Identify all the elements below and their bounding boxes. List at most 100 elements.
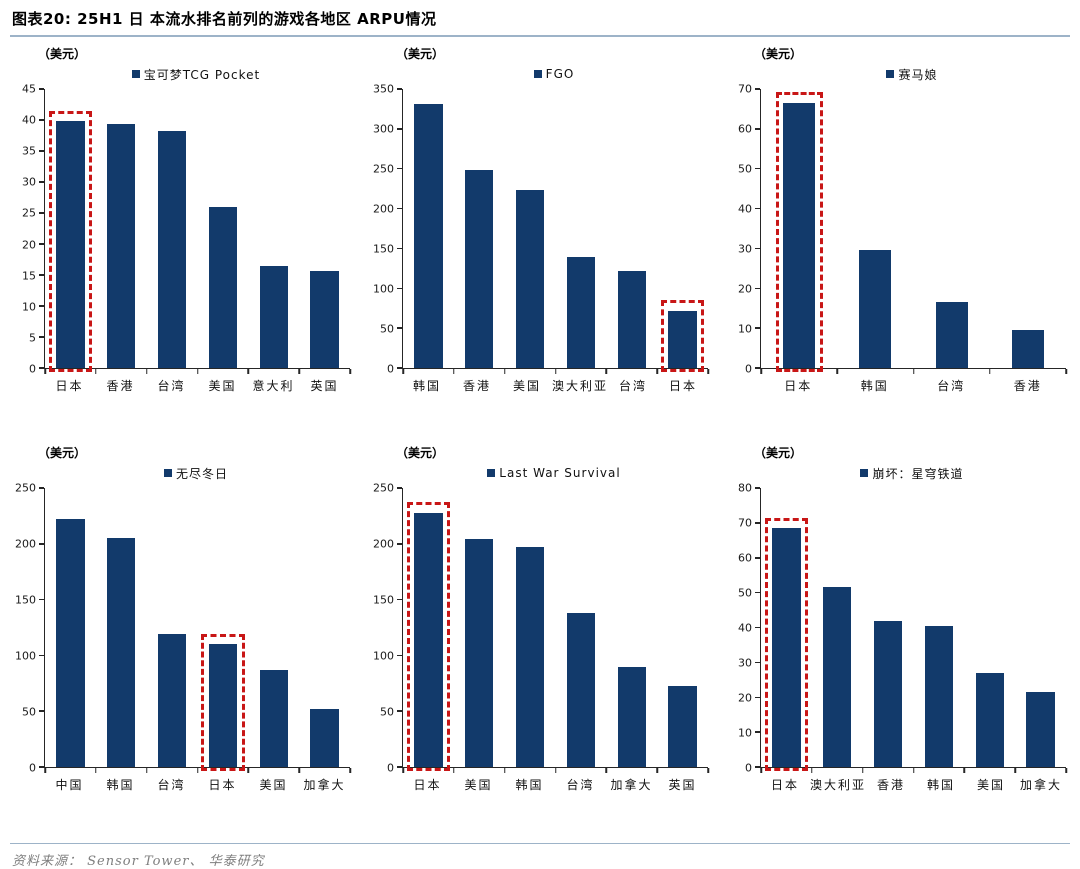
bar: [259, 265, 288, 368]
y-tick-label: 0: [387, 362, 394, 376]
y-tick-mark: [39, 181, 44, 183]
y-tick-label: 45: [22, 82, 36, 96]
y-tick-mark: [755, 88, 760, 90]
x-tick-label: 意大利: [252, 379, 295, 393]
y-tick-mark: [755, 696, 760, 698]
y-tick-label: 250: [373, 162, 394, 176]
chart-fgo: （美元） FGO 0 50 100 150 200 250 300 350 韩国 香港 美国 澳大利亚 台湾…: [368, 43, 712, 442]
y-tick-mark: [755, 367, 760, 369]
x-tick-label: 澳大利亚: [810, 778, 867, 792]
y-tick-label: 150: [373, 593, 394, 607]
y-tick-label: 15: [22, 269, 36, 283]
x-tick-label: 韩国: [860, 379, 889, 393]
y-tick-label: 0: [29, 362, 36, 376]
y-tick-mark: [755, 287, 760, 290]
legend-label: 无尽冬日: [175, 466, 228, 481]
y-tick-label: 70: [738, 82, 752, 96]
y-tick-mark: [755, 522, 760, 524]
bar: [617, 666, 646, 767]
x-tick-mark: [145, 369, 148, 374]
y-tick-label: 50: [22, 705, 36, 719]
x-tick-mark: [989, 369, 991, 374]
bar: [859, 250, 892, 368]
plot-area: [755, 487, 1067, 773]
y-tick-mark: [755, 766, 760, 768]
plot: 0 50 100 150 200 250: [12, 482, 351, 775]
plot-area: [39, 88, 351, 374]
x-tick-label: 日本: [55, 379, 84, 393]
bar: [873, 620, 903, 767]
y-tick-mark: [755, 626, 760, 629]
y-tick-label: 200: [15, 537, 36, 551]
y-tick-mark: [755, 327, 760, 329]
x-tick-mark: [554, 768, 557, 773]
y-tick-label: 50: [380, 322, 394, 336]
y-tick-mark: [755, 128, 760, 130]
bar: [208, 644, 238, 767]
x-tick-mark: [247, 369, 250, 374]
bar: [1011, 330, 1044, 368]
bar: [465, 170, 494, 368]
highlight-box: [201, 633, 245, 771]
y-tick-label: 30: [22, 175, 36, 189]
bar: [975, 672, 1004, 767]
y-tick-mark: [397, 598, 402, 601]
y-tick-mark: [755, 591, 760, 594]
y-tick-label: 0: [29, 761, 36, 775]
bar: [1026, 692, 1055, 767]
y-tick-label: 10: [738, 726, 752, 740]
bar: [935, 302, 968, 368]
chart-umamusume: （美元） 赛马娘 0 10 20 30 40 50 60 70 日本 韩国 台湾 香港: [726, 43, 1070, 442]
y-tick-mark: [397, 487, 402, 489]
plot: 0 50 100 150 200 250: [370, 482, 709, 775]
x-tick-label: 台湾: [157, 778, 186, 792]
y-tick-label: 300: [373, 122, 394, 136]
bar: [617, 270, 646, 368]
y-tick-label: 35: [22, 144, 36, 158]
y-tick-mark: [397, 128, 402, 130]
bar: [107, 538, 136, 767]
figure-title: 图表20: 25H1 日 本流水排名前列的游戏各地区 ARPU情况: [12, 10, 437, 28]
x-tick-mark: [503, 768, 506, 773]
bar: [566, 257, 596, 368]
y-tick-label: 20: [22, 238, 36, 252]
x-tick-mark: [453, 369, 455, 374]
plot-area: [397, 88, 709, 374]
x-tick-label: 韩国: [106, 778, 135, 792]
x-tick-label: 中国: [55, 778, 84, 792]
chart-honkai-star-rail: （美元） 崩坏：星穹铁道 0 10 20 30 40 50 60 70 80 日本 澳大利亚 香港 韩国 美国…: [726, 442, 1070, 841]
y-tick-label: 5: [29, 331, 36, 345]
y-tick-label: 30: [738, 656, 752, 670]
x-tick-mark: [811, 768, 813, 773]
x-axis-labels: 韩国 香港 美国 澳大利亚 台湾 日本: [370, 377, 708, 394]
x-tick-mark: [707, 768, 709, 773]
x-tick-label: 台湾: [566, 778, 595, 792]
y-tick-label: 20: [738, 691, 752, 705]
plot-area: [755, 88, 1067, 374]
x-tick-label: 香港: [877, 778, 906, 792]
legend-swatch-icon: [533, 70, 542, 78]
y-axis-labels: 0 50 100 150 200 250: [370, 482, 402, 775]
y-tick-mark: [39, 274, 44, 276]
y-tick-label: 20: [738, 282, 752, 296]
x-tick-mark: [605, 768, 608, 773]
x-tick-label: 香港: [462, 379, 491, 393]
legend-label: Last War Survival: [499, 466, 621, 480]
bar: [157, 131, 187, 368]
legend: 无尽冬日: [12, 462, 350, 484]
highlight-box: [775, 92, 823, 372]
chart-last-war-survival: （美元） Last War Survival 0 50 100 150 200 250 日本 美国…: [368, 442, 712, 841]
y-tick-mark: [397, 167, 402, 170]
legend: 赛马娘: [728, 63, 1066, 85]
x-tick-mark: [861, 768, 864, 773]
x-tick-label: 加拿大: [610, 778, 653, 792]
bar: [107, 123, 136, 368]
legend: FGO: [370, 63, 708, 85]
x-axis-labels: 日本 美国 韩国 台湾 加拿大 英国: [370, 776, 708, 793]
x-tick-mark: [1014, 768, 1016, 773]
bar: [208, 207, 238, 368]
x-tick-label: 美国: [464, 778, 493, 792]
bar: [668, 685, 697, 767]
highlight-box: [660, 300, 705, 372]
x-tick-label: 日本: [413, 778, 442, 792]
